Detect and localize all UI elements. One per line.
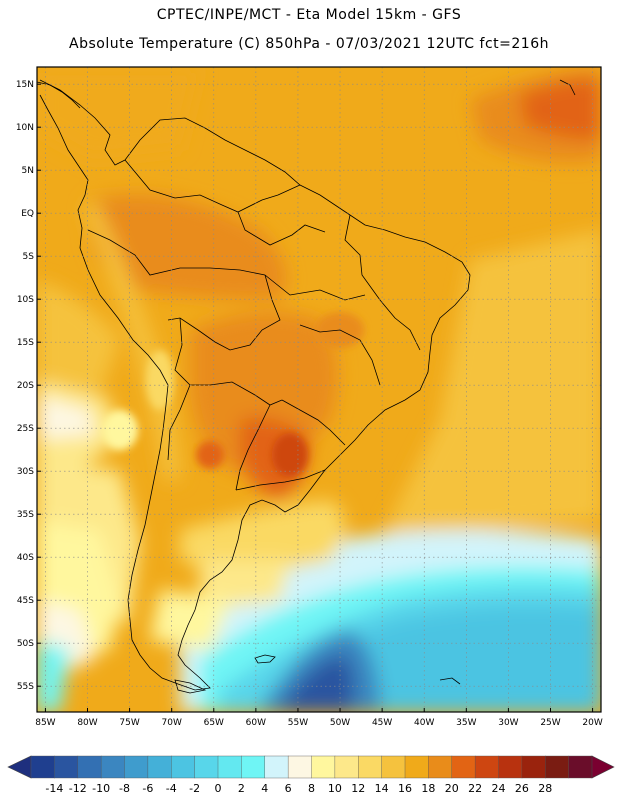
colorbar-label: 16 (398, 782, 412, 795)
lon-tick-label: 85W (35, 718, 55, 728)
lon-tick-label: 65W (204, 718, 224, 728)
colorbar-swatch (264, 755, 289, 779)
colorbar-label: 20 (445, 782, 459, 795)
colorbar-swatch (147, 755, 172, 779)
colorbar-swatch (358, 755, 383, 779)
lat-tick-label: 50S (17, 639, 34, 649)
colorbar-label: 4 (261, 782, 268, 795)
lat-tick-label: 55S (17, 682, 34, 692)
lat-tick-label: 5S (23, 252, 35, 262)
colorbar-label: -2 (189, 782, 200, 795)
lon-tick-label: 75W (119, 718, 139, 728)
lat-tick-label: 10S (17, 295, 34, 305)
lon-tick-label: 20W (582, 718, 602, 728)
colorbar-swatch (194, 755, 219, 779)
colorbar-swatch (521, 755, 546, 779)
colorbar-swatch (498, 755, 523, 779)
colorbar-swatch (217, 755, 242, 779)
lat-tick-label: EQ (21, 209, 34, 219)
colorbar-label: -8 (119, 782, 130, 795)
coastline (37, 79, 576, 694)
latitude-axis: 15N 10N 5N EQ 5S 10S 15S 20S 25S 30S 35S 40S 45S 50S 5… (16, 80, 41, 692)
colorbar-swatch (171, 755, 196, 779)
map-title: CPTEC/INPE/MCT - Eta Model 15km - GFS (156, 7, 462, 23)
colorbar-swatch (124, 755, 149, 779)
lat-tick-label: 45S (17, 596, 34, 606)
lat-tick-label: 15N (16, 80, 34, 90)
colorbar-swatch (100, 755, 125, 779)
lat-tick-label: 10N (16, 123, 34, 133)
colorbar-swatch (241, 755, 266, 779)
lat-tick-label: 40S (17, 553, 34, 563)
colorbar: -14 -12 -10 -8 -6 -4 -2 0 2 4 6 8 10 12 14 16 18 20 22 24 26… (7, 755, 615, 795)
lat-tick-label: 25S (17, 424, 34, 434)
colorbar-label: 18 (421, 782, 435, 795)
colorbar-label: -10 (92, 782, 110, 795)
lat-tick-label: 5N (22, 166, 34, 176)
colorbar-swatch (381, 755, 406, 779)
colorbar-swatch (474, 755, 499, 779)
lon-tick-label: 45W (372, 718, 392, 728)
colorbar-label: 22 (468, 782, 482, 795)
lon-tick-label: 40W (414, 718, 434, 728)
lon-tick-label: 30W (498, 718, 518, 728)
lon-tick-label: 35W (456, 718, 476, 728)
colorbar-label: 6 (285, 782, 292, 795)
lat-tick-label: 30S (17, 467, 34, 477)
colorbar-swatch (311, 755, 336, 779)
colorbar-swatch (77, 755, 102, 779)
colorbar-swatch (287, 755, 312, 779)
colorbar-label: 2 (238, 782, 245, 795)
colorbar-right-arrow (591, 755, 615, 779)
colorbar-swatch (334, 755, 359, 779)
lon-tick-label: 55W (288, 718, 308, 728)
longitude-axis: 85W 80W 75W 70W 65W 60W 55W 50W 45W 40W 35W 30W 25W 2… (35, 708, 603, 728)
colorbar-label: -12 (69, 782, 87, 795)
lon-tick-label: 80W (77, 718, 97, 728)
colorbar-label: -6 (142, 782, 153, 795)
colorbar-swatch (54, 755, 79, 779)
colorbar-label: -14 (45, 782, 63, 795)
colorbar-swatch (568, 755, 593, 779)
lat-tick-label: 20S (17, 381, 34, 391)
colorbar-label: 10 (328, 782, 342, 795)
colorbar-label: 24 (492, 782, 506, 795)
colorbar-swatch (30, 755, 55, 779)
colorbar-label: 8 (308, 782, 315, 795)
colorbar-swatch (545, 755, 570, 779)
lat-tick-label: 35S (17, 510, 34, 520)
colorbar-label: -4 (166, 782, 177, 795)
map-subtitle: Absolute Temperature (C) 850hPa - 07/03/… (69, 36, 549, 52)
lon-tick-label: 25W (540, 718, 560, 728)
lon-tick-label: 50W (330, 718, 350, 728)
colorbar-swatch (404, 755, 429, 779)
lon-tick-label: 60W (246, 718, 266, 728)
colorbar-swatch (451, 755, 476, 779)
colorbar-swatch (428, 755, 453, 779)
temperature-field (37, 67, 601, 712)
lat-tick-label: 15S (17, 338, 34, 348)
colorbar-label: 14 (375, 782, 389, 795)
colorbar-label: 12 (351, 782, 365, 795)
map-frame (36, 66, 602, 713)
colorbar-left-arrow (7, 755, 32, 779)
colorbar-label: 28 (538, 782, 552, 795)
colorbar-label: 26 (515, 782, 529, 795)
lon-tick-label: 70W (162, 718, 182, 728)
colorbar-label: 0 (215, 782, 222, 795)
